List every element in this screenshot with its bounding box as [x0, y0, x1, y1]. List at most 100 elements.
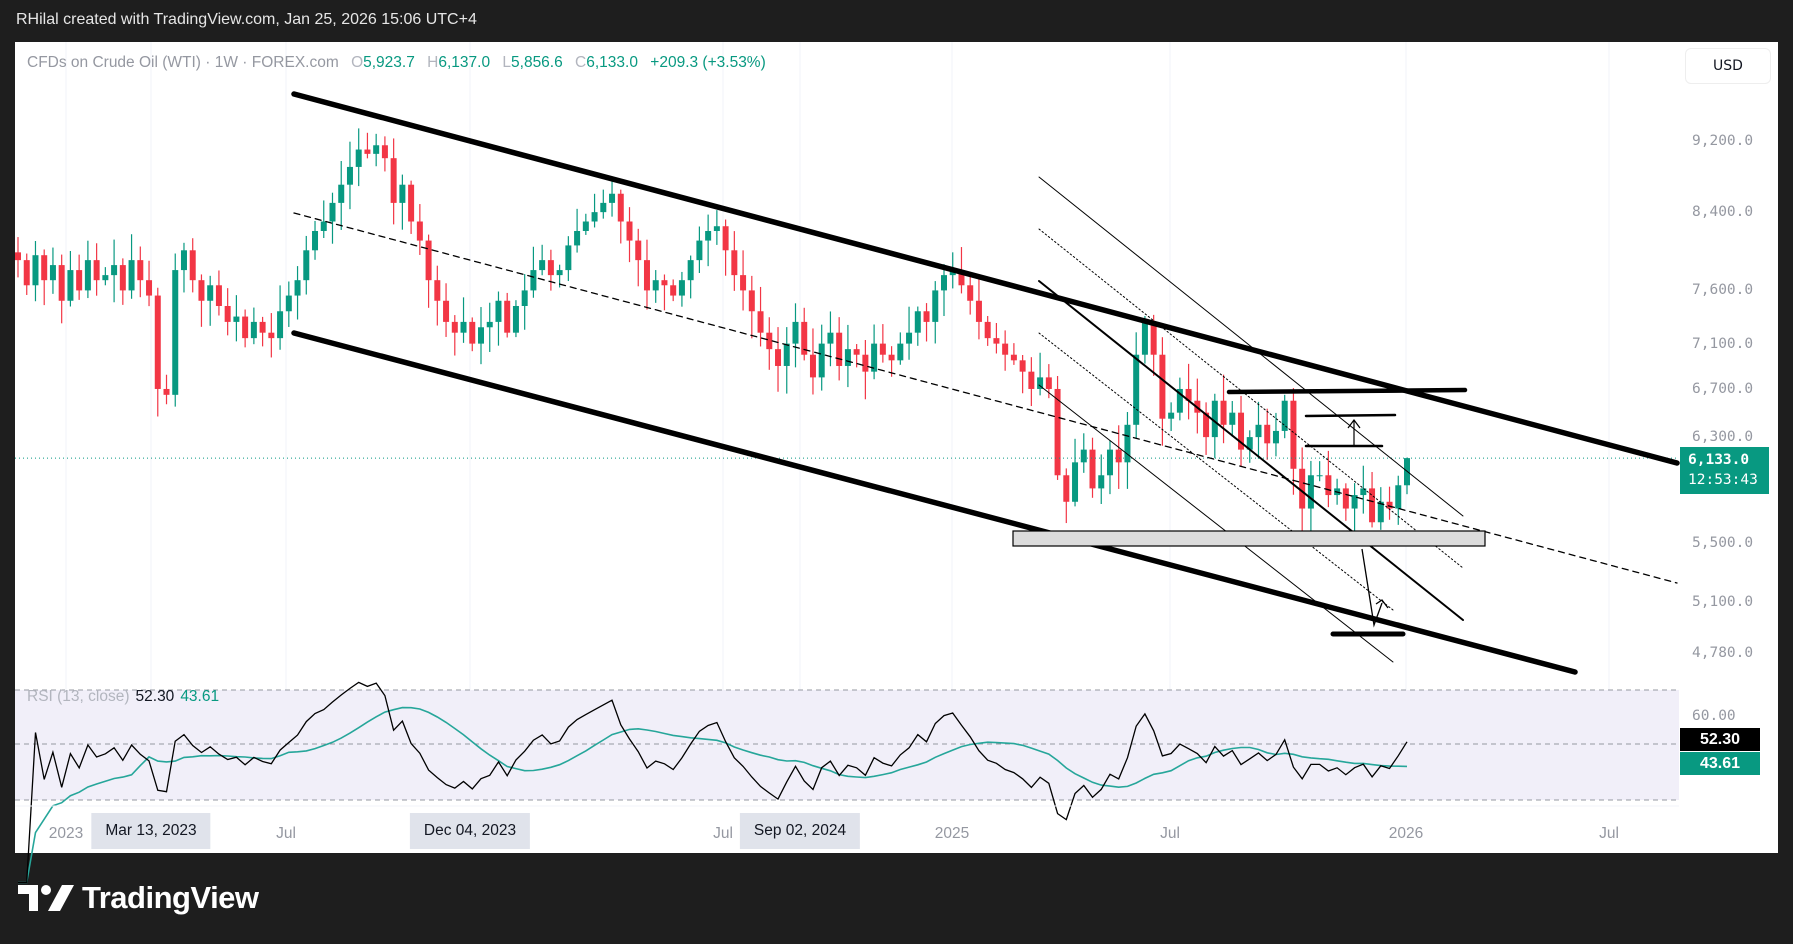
- rsi-title[interactable]: RSI (13, close): [27, 688, 130, 705]
- target-level: [1304, 413, 1397, 418]
- candle-body: [1185, 388, 1192, 401]
- candle-body: [757, 311, 764, 333]
- candle-body: [1037, 377, 1044, 389]
- candle-body: [1246, 437, 1253, 450]
- high-value: 6,137.0: [438, 54, 491, 71]
- candle-body: [189, 250, 196, 281]
- candle-body: [1168, 412, 1175, 419]
- candle-body: [643, 260, 650, 291]
- candle-body: [277, 311, 284, 339]
- candle-body: [801, 321, 808, 355]
- candle-body: [1229, 412, 1236, 425]
- candle-body: [844, 349, 851, 366]
- open-label: O: [351, 54, 364, 71]
- candle-body: [635, 240, 642, 261]
- candle-body: [233, 316, 240, 322]
- close-value: 6,133.0: [586, 54, 638, 71]
- low-label: L: [502, 54, 512, 71]
- rsi-pane: [15, 690, 1679, 800]
- candle-body: [670, 285, 677, 296]
- candle-body: [652, 280, 659, 291]
- candle-body: [163, 388, 170, 395]
- candle-body: [678, 280, 685, 296]
- candle-body: [495, 300, 502, 322]
- logo-text: TradingView: [82, 880, 259, 915]
- high-label: H: [427, 54, 439, 71]
- down-arrow-head: [1375, 599, 1389, 609]
- candle-body: [530, 270, 537, 291]
- candle-body: [975, 300, 982, 322]
- symbol-legend: CFDs on Crude Oil (WTI) · 1W · FOREX.com…: [27, 54, 766, 72]
- candle-body: [1019, 360, 1026, 372]
- symbol-title[interactable]: CFDs on Crude Oil (WTI) · 1W · FOREX.com: [27, 54, 339, 71]
- candle-body: [469, 321, 476, 344]
- candle-body: [1325, 475, 1332, 496]
- candle-body: [906, 332, 913, 344]
- candle-body: [478, 327, 484, 344]
- candle-body: [1124, 424, 1131, 463]
- candle-body: [76, 270, 83, 291]
- candle-body: [1176, 388, 1183, 413]
- candle-body: [871, 343, 878, 372]
- candle-body: [984, 321, 991, 339]
- candle-body: [373, 145, 380, 154]
- candle-body: [408, 184, 415, 222]
- time-tick: Jul: [1599, 825, 1619, 842]
- candle-body: [1089, 449, 1096, 489]
- descending-channel-line: [1038, 228, 1464, 569]
- candle-body: [687, 260, 694, 281]
- price-tick: 9,200.0: [1692, 133, 1754, 149]
- candle-body: [93, 260, 100, 281]
- last-price-label: 6,133.0 12:53:43: [1680, 447, 1769, 494]
- time-tick: 2025: [934, 825, 970, 842]
- candle-body: [1106, 449, 1113, 476]
- candle-body: [312, 230, 319, 251]
- time-tick: Jul: [276, 825, 296, 842]
- price-tick: 4,780.0: [1692, 645, 1754, 662]
- price-tick: 7,600.0: [1692, 282, 1754, 299]
- candle-body: [696, 240, 703, 261]
- candle-body: [1238, 412, 1245, 450]
- candle-body: [1395, 485, 1402, 509]
- candle-body: [766, 332, 773, 350]
- candle-body: [146, 280, 153, 296]
- candle-body: [41, 255, 48, 281]
- rsi-axis-tick: 60.00: [1692, 708, 1736, 724]
- candle-body: [783, 343, 790, 366]
- candle-body: [932, 290, 939, 322]
- candle-body: [443, 300, 450, 322]
- candle-body: [1080, 449, 1087, 463]
- candle-body: [661, 280, 668, 286]
- candle-body: [460, 321, 467, 333]
- candle-body: [434, 280, 441, 301]
- candle-body: [329, 202, 336, 222]
- candle-body: [425, 240, 432, 281]
- candle-body: [355, 149, 362, 167]
- candle-body: [451, 321, 458, 333]
- candle-body: [119, 265, 126, 291]
- low-value: 5,856.6: [511, 54, 563, 71]
- candle-body: [958, 270, 965, 286]
- rsi-legend: RSI (13, close) 52.30 43.61: [27, 688, 219, 706]
- candle-body: [967, 285, 974, 301]
- candle-body: [320, 221, 327, 231]
- rsi-value-label: 52.30: [1680, 728, 1760, 751]
- support-zone: [1012, 530, 1486, 547]
- candle-body: [172, 270, 179, 395]
- candle-body: [600, 202, 607, 213]
- candle-body: [224, 305, 231, 322]
- candle-body: [390, 158, 397, 203]
- candle-body: [1360, 488, 1367, 496]
- candle-body: [809, 354, 816, 378]
- candle-body: [1211, 400, 1218, 438]
- candle-body: [1299, 468, 1306, 509]
- highlighted-date: Mar 13, 2023: [91, 813, 211, 849]
- candle-body: [731, 250, 738, 276]
- candle-body: [1342, 488, 1349, 509]
- candle-body: [259, 321, 266, 333]
- candle-body: [853, 349, 860, 355]
- currency-button[interactable]: USD: [1685, 48, 1771, 84]
- candle-body: [1351, 495, 1358, 509]
- price-tick: 6,300.0: [1692, 429, 1754, 446]
